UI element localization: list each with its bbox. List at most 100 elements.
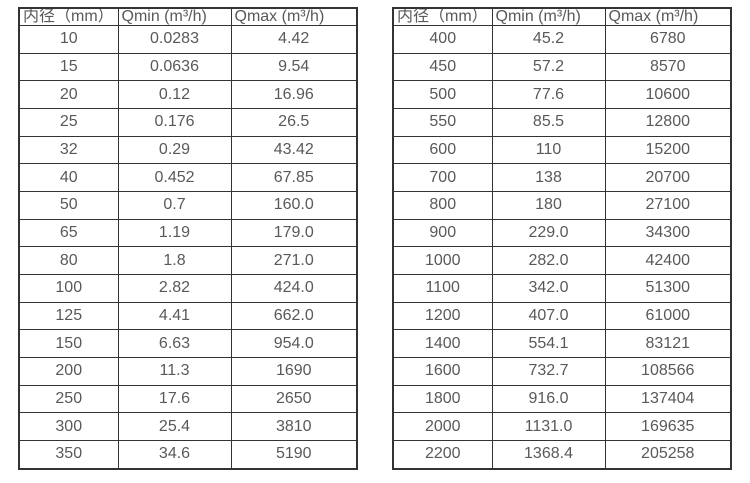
table-cell: 40	[18, 163, 119, 192]
table-cell: 424.0	[230, 273, 358, 303]
table-row: 700 138 20700	[392, 163, 732, 192]
table-row: 50 0.7 160.0	[18, 190, 358, 220]
table-cell: 600	[392, 135, 493, 165]
table-cell: 138	[491, 163, 606, 192]
table-cell: 4.42	[230, 25, 358, 54]
table-row: 900 229.0 34300	[392, 218, 732, 248]
table-cell: 500	[392, 80, 493, 109]
table-cell: 43.42	[230, 135, 358, 165]
table-row: 2200 1368.4 205258	[392, 439, 732, 470]
table-cell: 26.5	[230, 107, 358, 137]
table-cell: 32	[18, 135, 119, 165]
table-cell: 2.82	[117, 273, 232, 303]
table-header-row: 内径（mm） Qmin (m³/h) Qmax (m³/h)	[18, 7, 358, 26]
table-row: 80 1.8 271.0	[18, 246, 358, 275]
table-cell: 271.0	[230, 246, 358, 275]
table-row: 1200 407.0 61000	[392, 301, 732, 331]
table-cell: 550	[392, 107, 493, 137]
table-cell: 20700	[604, 163, 732, 192]
table-cell: 10	[18, 25, 119, 54]
table-cell: 108566	[604, 356, 732, 386]
table-cell: 27100	[604, 190, 732, 220]
table-cell: 0.0283	[117, 25, 232, 54]
table-row: 150 6.63 954.0	[18, 329, 358, 358]
table-row: 200 11.3 1690	[18, 356, 358, 386]
table-cell: 125	[18, 301, 119, 331]
table-cell: 700	[392, 163, 493, 192]
table-cell: 0.29	[117, 135, 232, 165]
table-cell: 2650	[230, 384, 358, 414]
table-cell: 11.3	[117, 356, 232, 386]
table-row: 1800 916.0 137404	[392, 384, 732, 414]
table-cell: 0.452	[117, 163, 232, 192]
table-cell: 8570	[604, 52, 732, 82]
table-cell: 450	[392, 52, 493, 82]
table-header-row: 内径（mm） Qmin (m³/h) Qmax (m³/h)	[392, 7, 732, 26]
table-cell: 229.0	[491, 218, 606, 248]
table-cell: 6780	[604, 25, 732, 54]
table-cell: 1690	[230, 356, 358, 386]
table-cell: 205258	[604, 439, 732, 470]
table-cell: 1100	[392, 273, 493, 303]
table-cell: 1600	[392, 356, 493, 386]
table-cell: 61000	[604, 301, 732, 331]
table-cell: 282.0	[491, 246, 606, 275]
table-cell: 6.63	[117, 329, 232, 358]
table-row: 600 110 15200	[392, 135, 732, 165]
table-cell: 4.41	[117, 301, 232, 331]
col-header-qmin: Qmin (m³/h)	[491, 7, 606, 26]
table-body: 400 45.2 6780 450 57.2 8570 500 77.6 10600 550 85.…	[392, 25, 732, 470]
table-row: 1100 342.0 51300	[392, 273, 732, 303]
table-cell: 100	[18, 273, 119, 303]
table-cell: 1000	[392, 246, 493, 275]
col-header-inner-diameter: 内径（mm）	[18, 7, 119, 26]
table-cell: 25	[18, 107, 119, 137]
table-row: 125 4.41 662.0	[18, 301, 358, 331]
table-cell: 1368.4	[491, 439, 606, 470]
table-cell: 200	[18, 356, 119, 386]
table-cell: 12800	[604, 107, 732, 137]
table-row: 500 77.6 10600	[392, 80, 732, 109]
table-row: 100 2.82 424.0	[18, 273, 358, 303]
table-cell: 77.6	[491, 80, 606, 109]
table-row: 20 0.12 16.96	[18, 80, 358, 109]
table-cell: 137404	[604, 384, 732, 414]
flow-table-small-diameters: 内径（mm） Qmin (m³/h) Qmax (m³/h) 10 0.0283 4…	[18, 7, 358, 470]
table-cell: 160.0	[230, 190, 358, 220]
table-cell: 65	[18, 218, 119, 248]
table-cell: 5190	[230, 439, 358, 470]
table-row: 2000 1131.0 169635	[392, 412, 732, 441]
table-cell: 179.0	[230, 218, 358, 248]
table-row: 300 25.4 3810	[18, 412, 358, 441]
table-cell: 954.0	[230, 329, 358, 358]
table-row: 1400 554.1 83121	[392, 329, 732, 358]
table-cell: 3810	[230, 412, 358, 441]
table-cell: 400	[392, 25, 493, 54]
flow-table-large-diameters: 内径（mm） Qmin (m³/h) Qmax (m³/h) 400 45.2 67…	[392, 7, 732, 470]
table-row: 450 57.2 8570	[392, 52, 732, 82]
table-cell: 25.4	[117, 412, 232, 441]
table-row: 1600 732.7 108566	[392, 356, 732, 386]
table-cell: 1200	[392, 301, 493, 331]
table-cell: 169635	[604, 412, 732, 441]
col-header-qmax: Qmax (m³/h)	[230, 7, 358, 26]
table-cell: 180	[491, 190, 606, 220]
table-row: 1000 282.0 42400	[392, 246, 732, 275]
table-cell: 0.12	[117, 80, 232, 109]
col-header-inner-diameter: 内径（mm）	[392, 7, 493, 26]
table-cell: 0.176	[117, 107, 232, 137]
table-cell: 1.19	[117, 218, 232, 248]
table-cell: 0.7	[117, 190, 232, 220]
table-cell: 250	[18, 384, 119, 414]
table-cell: 57.2	[491, 52, 606, 82]
table-cell: 15200	[604, 135, 732, 165]
table-row: 550 85.5 12800	[392, 107, 732, 137]
table-row: 65 1.19 179.0	[18, 218, 358, 248]
table-cell: 0.0636	[117, 52, 232, 82]
col-header-qmax: Qmax (m³/h)	[604, 7, 732, 26]
table-cell: 83121	[604, 329, 732, 358]
table-row: 10 0.0283 4.42	[18, 25, 358, 54]
table-cell: 1800	[392, 384, 493, 414]
table-cell: 80	[18, 246, 119, 275]
col-header-qmin: Qmin (m³/h)	[117, 7, 232, 26]
